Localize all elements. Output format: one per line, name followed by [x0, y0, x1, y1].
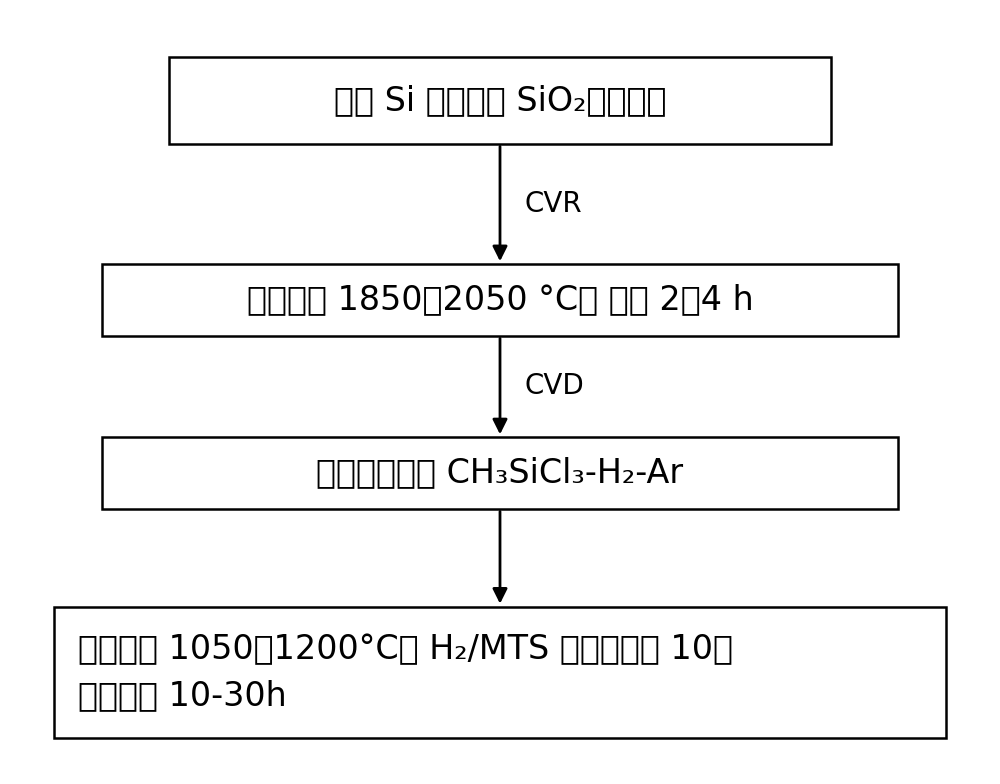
Text: 沉积温度 1850～2050 °C， 保温 2～4 h: 沉积温度 1850～2050 °C， 保温 2～4 h: [247, 283, 753, 316]
FancyBboxPatch shape: [102, 437, 898, 509]
Text: 反应气源体系 CH₃SiCl₃-H₂-Ar: 反应气源体系 CH₃SiCl₃-H₂-Ar: [316, 456, 684, 489]
FancyBboxPatch shape: [169, 57, 831, 143]
Text: CVR: CVR: [524, 190, 582, 218]
Text: CVD: CVD: [524, 372, 584, 401]
FancyBboxPatch shape: [102, 264, 898, 336]
FancyBboxPatch shape: [54, 607, 946, 739]
Text: 沉积温度 1050～1200°C， H₂/MTS 流量比値为 10，
保温时间 10-30h: 沉积温度 1050～1200°C， H₂/MTS 流量比値为 10， 保温时间 …: [78, 633, 733, 712]
Text: 高纯 Si 粉及高纯 SiO₂粉末混合: 高纯 Si 粉及高纯 SiO₂粉末混合: [334, 84, 666, 117]
